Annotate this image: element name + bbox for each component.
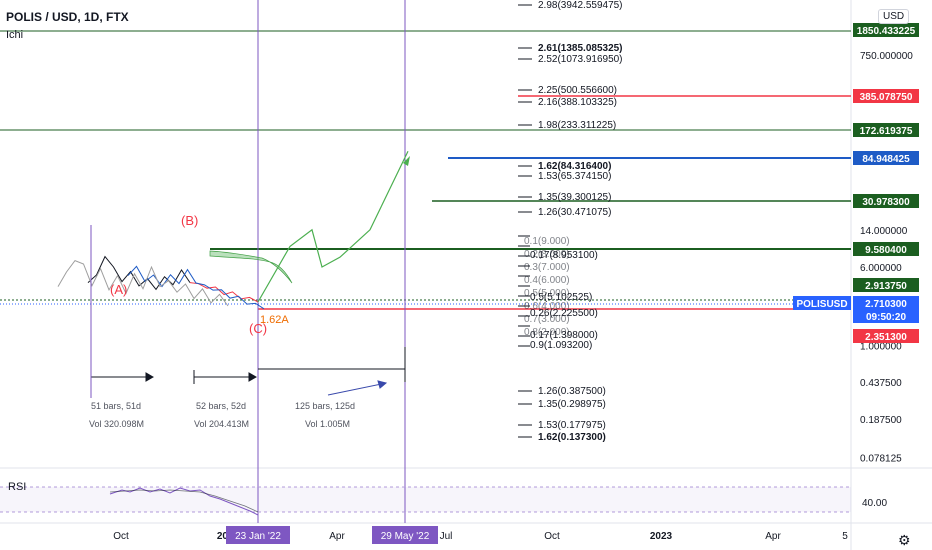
price-tick-4: 0.437500 [860, 378, 902, 389]
annotation-1-62a: 1.62A [260, 314, 289, 326]
price-tick-0: 750.000000 [860, 51, 913, 62]
fib-label-12: 1.53(0.177975) [538, 420, 606, 431]
fib-cluster-ghost-3: 0.4(6.000) [524, 275, 570, 286]
price-tick-5: 0.187500 [860, 415, 902, 426]
fib-labels: 2.98(3942.559475) 2.61(1385.085325)2.52(1… [538, 0, 623, 443]
fib-cluster-label-2: 0.9(1.093200) [530, 340, 592, 351]
price-tag-5: 9.580400 [865, 245, 907, 256]
range-arrow-2 [194, 370, 256, 384]
moving-average-line [128, 266, 264, 308]
price-tags: 1850.433225 385.078750 172.619375 84.948425… [853, 23, 919, 343]
price-tag-9: 2.351300 [865, 332, 907, 343]
price-tag-3: 84.948425 [862, 154, 910, 165]
range-vol-1: Vol 320.098M [89, 419, 144, 429]
price-tick-1: 14.000000 [860, 226, 908, 237]
price-tag-1: 385.078750 [860, 92, 913, 103]
date-tag-may: 29 May '22 [381, 531, 430, 542]
time-tick-5: 2023 [650, 531, 673, 542]
fib-cluster-ghost-6: 0.7(3.000) [524, 314, 570, 325]
fib-label-2: 2.52(1073.916950) [538, 54, 623, 65]
time-tick-7: 5 [842, 531, 848, 542]
fib-label-3: 2.25(500.556600) [538, 85, 617, 96]
range-bars-3: 125 bars, 125d [295, 401, 355, 411]
price-axis-labels: 750.000000 14.000000 6.000000 1.000000 0.437… [860, 51, 913, 464]
fib-cluster-ghost-0: 0.1(9.000) [524, 236, 570, 247]
fib-cluster: 0.17(8.953100) 0.17(1.398000)0.9(1.093200… [524, 236, 598, 351]
fib-cluster-ghost-4: 0.5(5.000) [524, 288, 570, 299]
time-tick-3: Jul [440, 531, 453, 542]
fib-label-13: 1.62(0.137300) [538, 432, 606, 443]
price-tick-2: 6.000000 [860, 263, 902, 274]
fib-label-9: 1.26(30.471075) [538, 207, 611, 218]
range-arrow-3 [328, 381, 386, 395]
ichimoku-cloud [210, 251, 292, 283]
range-vol-2: Vol 204.413M [194, 419, 249, 429]
projection-arrowhead [403, 156, 410, 166]
time-tick-2: Apr [329, 531, 345, 542]
fib-label-11: 1.35(0.298975) [538, 399, 606, 410]
fib-cluster-ghost-5: 0.6(4.000) [524, 301, 570, 312]
wave-label-b: (B) [181, 213, 198, 228]
price-tick-6: 0.078125 [860, 453, 902, 464]
projection-path [258, 151, 408, 302]
lagging-span-line [58, 261, 228, 306]
fib-label-7: 1.53(65.374150) [538, 171, 611, 182]
range-arrow-1 [91, 225, 153, 398]
price-tag-0: 1850.433225 [857, 26, 916, 37]
fib-label-5: 1.98(233.311225) [538, 120, 616, 131]
range-bars-2: 52 bars, 52d [196, 401, 246, 411]
currency-button[interactable]: USD [878, 9, 909, 24]
range-vol-3: Vol 1.005M [305, 419, 350, 429]
price-tag-8: 09:50:20 [866, 312, 906, 323]
date-tag-jan: 23 Jan '22 [235, 531, 281, 542]
indicator-label[interactable]: Ichi [6, 29, 23, 41]
price-series [88, 257, 190, 290]
fib-label-0: 2.98(3942.559475) [538, 0, 623, 11]
time-tick-4: Oct [544, 531, 560, 542]
rsi-tick-40: 40.00 [862, 498, 887, 509]
price-tag-2: 172.619375 [860, 126, 913, 137]
time-axis-labels: Oct2022AprJulOct2023Apr5 [113, 531, 848, 542]
wave-label-a: (A) [110, 282, 127, 297]
rsi-label[interactable]: RSI [8, 481, 26, 493]
price-tag-7: 2.710300 [865, 299, 907, 310]
fib-cluster-ghost-7: 0.8(2.000) [524, 327, 570, 338]
fib-cluster-ghost-1: 0.2(8.000) [524, 249, 570, 260]
time-tick-6: Apr [765, 531, 781, 542]
fib-cluster-ghost-2: 0.3(7.000) [524, 262, 570, 273]
gear-icon[interactable]: ⚙ [898, 532, 911, 549]
fib-label-10: 1.26(0.387500) [538, 386, 606, 397]
fib-label-8: 1.35(39.300125) [538, 192, 611, 203]
fib-ticks [518, 5, 532, 437]
fib-label-4: 2.16(388.103325) [538, 97, 617, 108]
symbol-tag: POLISUSD [796, 299, 847, 310]
fib-label-1: 2.61(1385.085325) [538, 43, 623, 54]
price-tag-6: 2.913750 [865, 281, 907, 292]
time-tick-0: Oct [113, 531, 129, 542]
range-bars-1: 51 bars, 51d [91, 401, 141, 411]
price-tick-3: 1.000000 [860, 342, 902, 353]
symbol-header[interactable]: POLIS / USD, 1D, FTX [6, 10, 129, 24]
price-tag-4: 30.978300 [862, 197, 910, 208]
